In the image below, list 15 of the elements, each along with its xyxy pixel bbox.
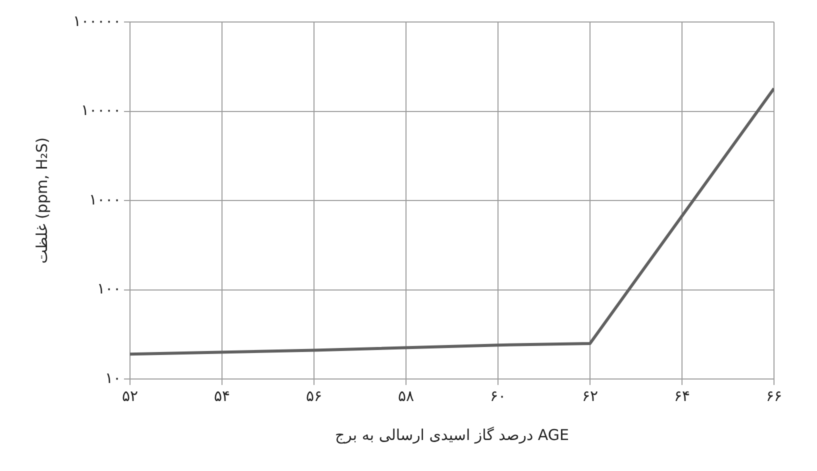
x-axis-title: درصد گاز اسیدی ارسالی به برج AGE <box>334 426 570 444</box>
y-tick-label: ۱۰۰ <box>97 280 121 298</box>
x-tick-label: ۵۸ <box>398 386 414 405</box>
x-tick-label: ۶۰ <box>490 386 506 405</box>
y-tick-label: ۱۰ <box>105 368 121 387</box>
x-tick-label: ۵۲ <box>122 386 138 405</box>
y-tick-label: ۱۰۰۰۰۰ <box>73 12 121 30</box>
x-tick-label: ۶۲ <box>582 386 598 405</box>
y-axis-title: غلظت (ppm, H₂S) <box>32 137 51 264</box>
x-tick-label: ۶۶ <box>766 386 782 405</box>
x-tick-label: ۶۴ <box>674 386 690 405</box>
x-tick-label: ۵۴ <box>214 386 230 405</box>
y-tick-label: ۱۰۰۰۰ <box>81 101 121 120</box>
x-tick-label: ۵۶ <box>306 386 322 405</box>
y-tick-label: ۱۰۰۰ <box>89 190 121 208</box>
